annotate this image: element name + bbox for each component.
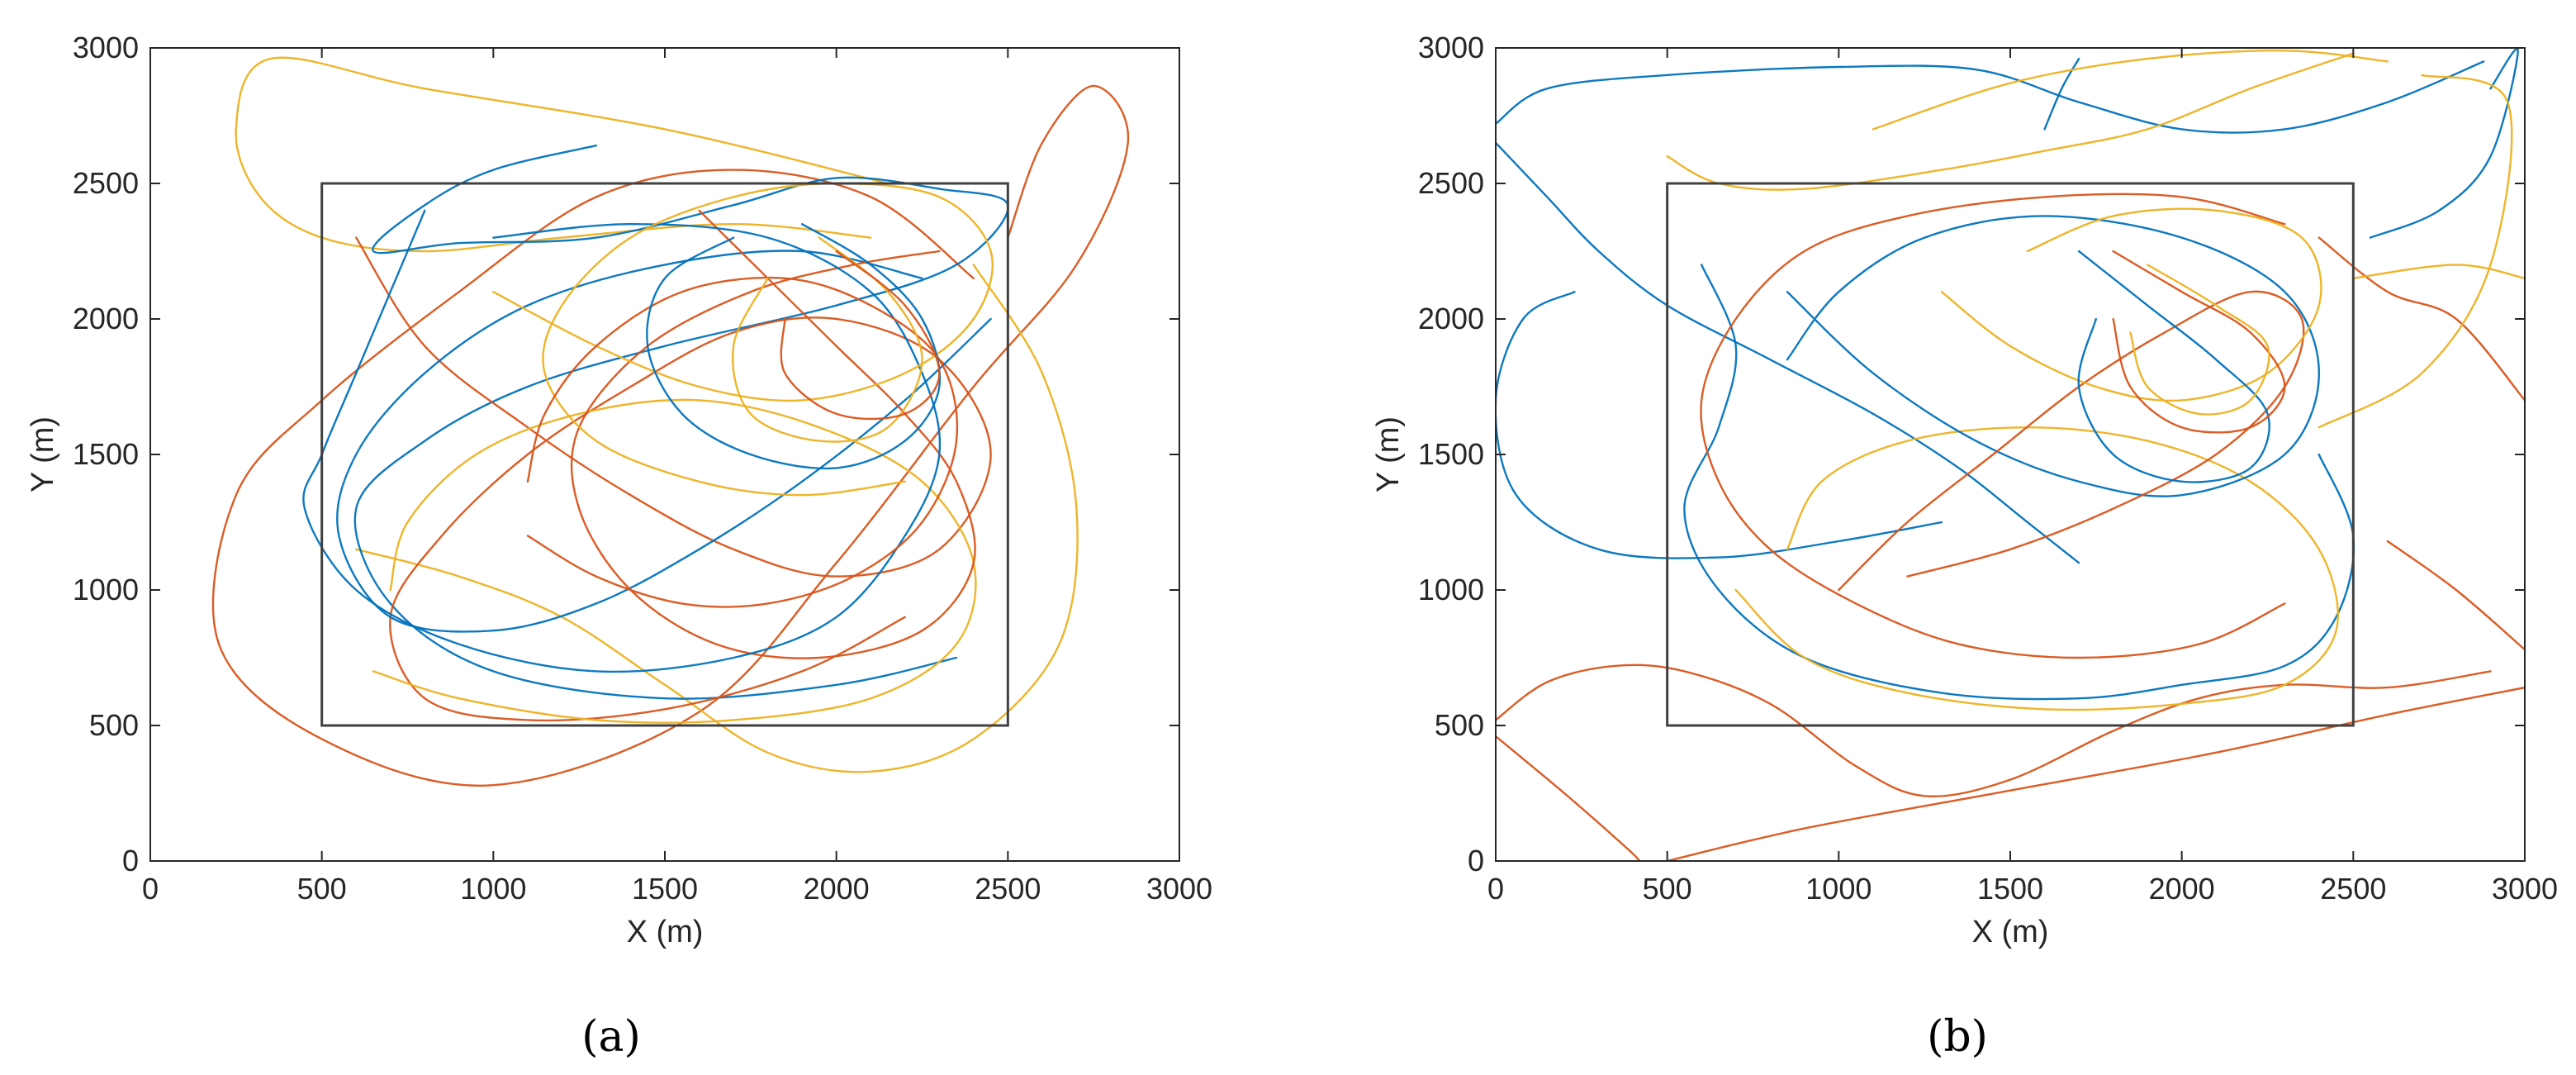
y-tick-label: 1500 (1418, 437, 1484, 471)
panel-b: 0 500 1000 1500 2000 2500 3000 0 500 1000 1500 2000… (1371, 31, 2558, 949)
x-tick-label: 3000 (1146, 872, 1212, 906)
trajectory-group (211, 56, 1130, 787)
trajectory-1 (1496, 60, 2485, 134)
y-tick-label: 3000 (73, 31, 139, 64)
trajectory-8 (570, 209, 976, 659)
x-axis-label: X (m) (627, 915, 704, 949)
x-tick-label: 500 (297, 872, 347, 906)
y-tick-label: 0 (122, 844, 139, 878)
trajectory-8 (1666, 686, 2525, 861)
y-tick-label: 2500 (1418, 166, 1484, 200)
x-tick-label: 2500 (2320, 872, 2386, 906)
y-tick-label: 500 (1435, 708, 1484, 742)
trajectory-4 (353, 144, 1009, 700)
y-tick-label: 0 (1468, 844, 1484, 878)
trajectory-23 (2129, 264, 2270, 416)
x-tick-label: 3000 (2492, 872, 2558, 906)
trajectory-12 (646, 223, 942, 470)
trajectory-6 (1496, 664, 2492, 797)
x-tick-label: 1000 (1805, 872, 1872, 906)
trajectory-1 (235, 56, 890, 253)
trajectory-6 (336, 250, 992, 633)
trajectory-2 (1496, 141, 2080, 564)
trajectory-13 (2352, 264, 2525, 279)
y-axis-label: Y (m) (26, 416, 60, 492)
trajectory-14 (780, 250, 941, 421)
caption-a: (a) (581, 1012, 641, 1062)
trajectory-5 (355, 236, 992, 722)
trajectory-12 (2317, 74, 2513, 429)
y-tick-label: 2500 (73, 166, 139, 200)
caption-b: (b) (1927, 1012, 1988, 1062)
trajectory-17 (1734, 426, 2339, 711)
trajectory-13 (732, 236, 923, 443)
y-axis-label: Y (m) (1371, 416, 1406, 492)
trajectory-11 (1666, 52, 2355, 191)
x-tick-label: 2500 (975, 872, 1041, 906)
trajectory-20 (1940, 207, 2322, 402)
trajectory-22 (2112, 250, 2286, 434)
trajectory-21 (2077, 250, 2270, 483)
trajectory-7 (1496, 735, 1641, 861)
y-tick-label: 2000 (73, 302, 139, 335)
y-tick-label: 1000 (1418, 573, 1484, 606)
x-tick-label: 1000 (460, 872, 526, 906)
x-tick-label: 1500 (632, 872, 698, 906)
trajectory-16 (1700, 193, 2286, 659)
trajectory-9 (302, 209, 942, 673)
trajectory-10 (2317, 236, 2525, 402)
axes-frame (149, 47, 1180, 862)
trajectory-18 (1786, 215, 2320, 497)
x-tick-label: 0 (142, 872, 159, 906)
trajectory-19 (1838, 290, 2305, 592)
y-tick-label: 3000 (1418, 31, 1484, 64)
x-tick-label: 500 (1643, 872, 1692, 906)
trajectory-14 (1872, 50, 2389, 131)
x-tick-label: 0 (1487, 872, 1504, 906)
y-tick-label: 1000 (73, 573, 139, 606)
trajectory-15 (1683, 264, 2355, 701)
y-tick-label: 2000 (1418, 302, 1484, 335)
trajectory-11 (526, 276, 959, 608)
trajectory-7 (372, 398, 977, 724)
trajectory-9 (2386, 540, 2525, 651)
y-tick-label: 500 (89, 708, 139, 742)
trajectory-4 (2043, 57, 2080, 131)
x-tick-label: 1500 (1977, 872, 2043, 906)
x-axis-label: X (m) (1972, 915, 2049, 949)
region-rectangle (320, 182, 1009, 727)
trajectory-2 (211, 84, 1130, 787)
trajectory-3 (1496, 291, 1943, 559)
x-tick-label: 2000 (804, 872, 870, 906)
region-rectangle (1666, 182, 2355, 727)
trajectory-group (1496, 48, 2525, 861)
panel-a: 0 500 1000 1500 2000 2500 3000 0 500 1000 1500 2000… (26, 31, 1212, 949)
trajectory-5 (2369, 48, 2519, 239)
axes-frame (1495, 47, 2526, 862)
y-tick-label: 1500 (73, 437, 139, 471)
trajectory-3 (355, 264, 1079, 773)
x-tick-label: 2000 (2149, 872, 2215, 906)
